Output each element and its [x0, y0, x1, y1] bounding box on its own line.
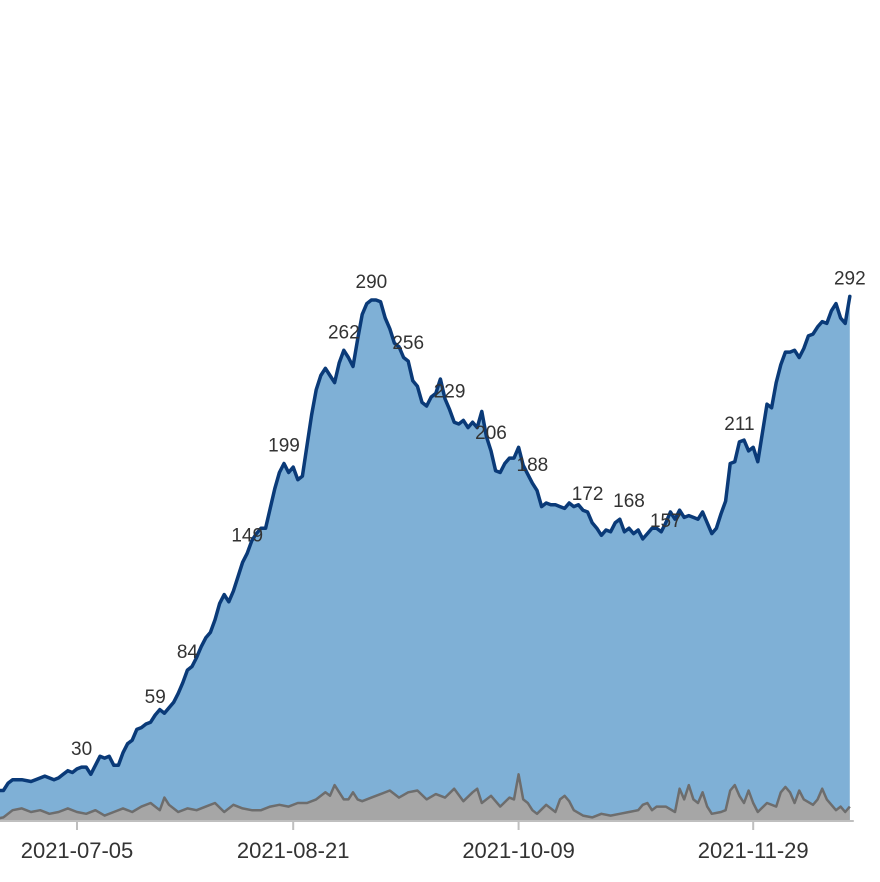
data-label: 172 — [572, 484, 604, 505]
plot-area — [0, 294, 852, 821]
x-tick-label: 2021-11-29 — [698, 838, 809, 863]
data-label: 292 — [834, 268, 866, 289]
data-label: 211 — [724, 414, 754, 435]
x-axis: 2021-07-05 2021-08-21 2021-10-09 2021-11-29 — [0, 820, 854, 863]
data-label: 256 — [392, 333, 424, 354]
data-label: 59 — [145, 687, 166, 708]
data-label: 84 — [177, 642, 199, 663]
data-label: 149 — [231, 525, 263, 546]
x-tick-label: 2021-10-09 — [462, 838, 575, 863]
data-labels: 2423305984149199262290256229206188172168… — [71, 268, 866, 760]
data-label: 30 — [71, 739, 92, 760]
data-label: 206 — [475, 423, 507, 444]
data-label: 157 — [650, 511, 682, 532]
series-1-line — [0, 294, 852, 793]
data-label: 290 — [356, 272, 388, 293]
data-label: 199 — [268, 436, 300, 457]
data-label: 229 — [434, 382, 466, 403]
data-label: 188 — [517, 455, 549, 476]
series-2-area — [0, 774, 850, 821]
series-2-line — [0, 773, 851, 820]
data-label: 168 — [613, 491, 645, 512]
series-1-area — [0, 296, 850, 821]
data-label: 262 — [328, 322, 360, 343]
x-tick-label: 2021-08-21 — [237, 838, 350, 863]
x-tick-label: 2021-07-05 — [21, 838, 134, 863]
